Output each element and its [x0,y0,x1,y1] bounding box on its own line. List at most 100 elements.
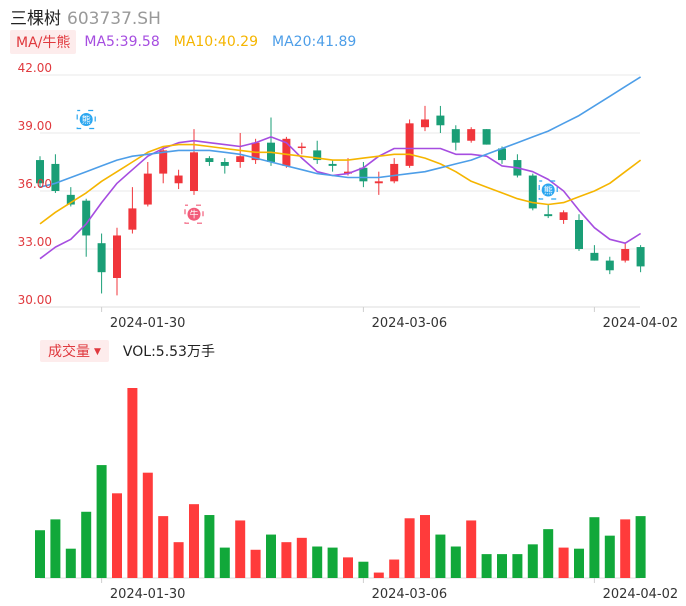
marker-label: 熊 [544,185,553,197]
volume-bar [81,511,92,578]
ma10-label: MA10:40.29 [173,34,259,50]
volume-bar [35,530,45,578]
candle [513,154,522,178]
candle-body [528,175,537,209]
volume-indicator-button[interactable]: 成交量 ▼ [40,340,109,362]
candle-body [220,162,229,166]
candle [436,105,445,133]
volume-bar [435,534,446,578]
volume-bar [527,544,538,578]
candle [128,187,137,234]
candle [143,162,152,207]
candle [344,158,352,176]
candle [498,146,506,164]
date-tick-label: 2024-04-02 [603,316,679,331]
volume-bar [497,554,507,578]
marker-label: 熊 [82,114,91,126]
volume-legend: 成交量 ▼ VOL:5.53万手 [40,340,215,362]
volume-bar [65,548,76,578]
ma-toggle-button[interactable]: MA/牛熊 [10,30,77,54]
candle [36,156,44,188]
candle [313,140,322,164]
candle [328,160,337,172]
candle-body [297,146,306,149]
candle-body [328,163,337,166]
volume-bar [327,547,338,578]
candle-body [405,123,414,166]
ma20-label: MA20:41.89 [272,34,357,50]
date-tick-label: 2024-04-02 [603,587,679,602]
candle-body [82,200,91,236]
stock-title: 三棵树 603737.SH [10,4,161,29]
volume-bar [389,559,400,578]
volume-bar [281,542,292,578]
marker-frame [76,109,96,130]
candle [374,171,383,195]
date-tick-label: 2024-03-06 [372,587,448,602]
volume-bar [574,548,584,578]
candle-body [97,243,106,273]
ma5-line [39,136,642,260]
volume-bar [112,493,122,578]
volume-bar [219,547,230,578]
candle [528,173,537,211]
ma5-label: MA5:39.58 [84,34,160,50]
candle [267,117,275,166]
volume-bar [127,388,138,578]
candle [482,129,491,145]
candle [636,245,645,273]
candle-body [159,150,168,174]
candle-body [498,148,506,161]
chevron-down-icon: ▼ [94,347,101,357]
candle-body [174,175,183,184]
ma10-line [39,143,642,225]
bear-marker: 熊 [538,180,558,200]
candle-body [128,208,137,230]
candle [621,243,630,263]
volume-bar [235,520,246,578]
candle [390,158,399,184]
candle-body [544,214,553,217]
volume-bar [296,537,307,578]
candle [220,158,229,174]
candle [590,245,599,261]
volume-bar [420,515,430,578]
candle-body [205,158,214,162]
volume-bar [158,516,169,578]
candle [205,156,214,166]
volume-bar [450,546,461,578]
bull-marker: 牛 [184,204,204,224]
price-tick-label: 39.00 [18,119,52,133]
candle [421,105,429,132]
candle-body [36,160,44,184]
candle [405,119,414,168]
candle-body [390,163,399,182]
marker-badge [79,112,93,126]
volume-bar [343,557,353,578]
candle-body [359,167,368,182]
candle-body [113,235,121,278]
candle-body [451,129,460,143]
candle [190,129,198,195]
candle-body [605,260,614,271]
volume-bar [250,549,261,578]
marker-badge [187,207,201,221]
volume-bar [189,504,199,578]
ma-legend: MA/牛熊 MA5:39.58 MA10:40.29 MA20:41.89 [10,30,370,54]
marker-badge [541,183,555,197]
candle [559,210,568,224]
candle [113,227,121,296]
volume-bar [373,572,384,578]
candle-body [313,150,322,161]
candle-body [436,115,445,126]
stock-code: 603737.SH [67,9,161,29]
candle-body [482,129,491,145]
candle [359,162,368,188]
marker-frame [538,180,558,200]
candle-body [236,156,245,162]
volume-bar [620,519,631,578]
volume-bar [481,554,492,578]
volume-indicator-label: 成交量 [48,344,90,360]
marker-label: 牛 [189,209,198,221]
